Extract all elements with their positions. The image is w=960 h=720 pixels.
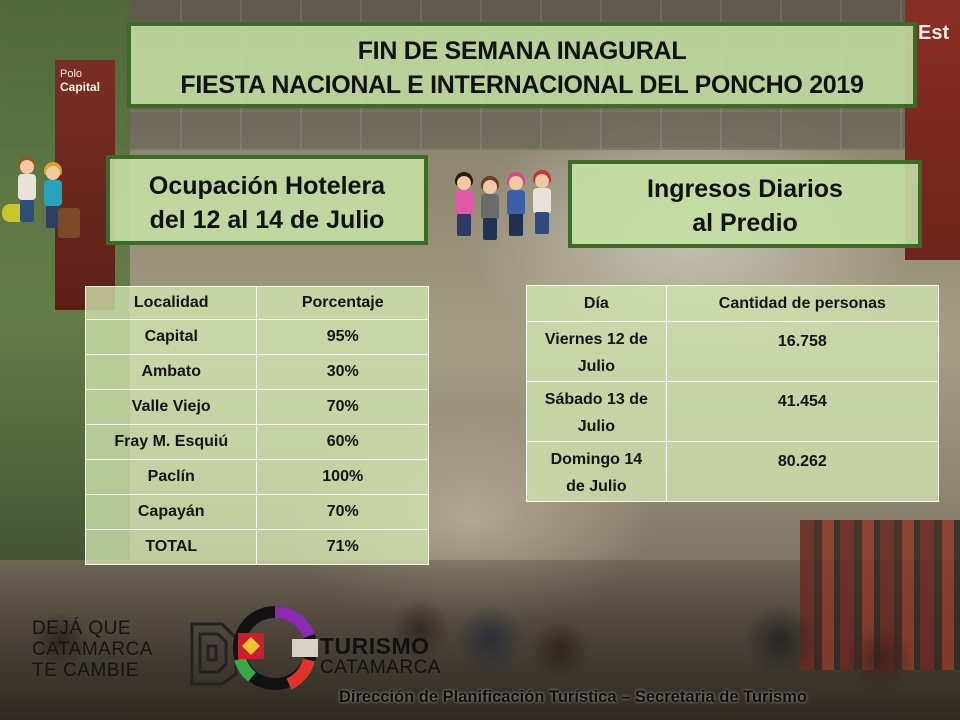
title-line-2: FIESTA NACIONAL E INTERNACIONAL DEL PONC… (180, 71, 864, 99)
turismo-catamarca-logo: TURISMO CATAMARCA (232, 605, 472, 695)
cell-porcentaje: 60% (256, 424, 429, 460)
cell-porcentaje: 30% (256, 354, 429, 390)
hotel-header-line-1: Ocupación Hotelera (148, 172, 386, 200)
deja-que-catamarca-logo: DEJÁ QUE CATAMARCA TE CAMBIE (32, 618, 238, 698)
cell-localidad: Valle Viejo (84, 389, 258, 425)
table-row: Capayán 70% (84, 494, 429, 530)
deja-logo-line-2: CATAMARCA (32, 639, 153, 660)
cell-dia: Domingo 14 de Julio (526, 441, 667, 502)
cell-localidad: TOTAL (84, 529, 258, 565)
friends-illustration (453, 168, 563, 248)
income-header-line-1: Ingresos Diarios (647, 175, 843, 203)
table-row-total: TOTAL 71% (84, 529, 429, 565)
column-header-porcentaje: Porcentaje (256, 286, 429, 320)
background-sign-right: Est (918, 22, 950, 44)
hotel-occupancy-header: Ocupación Hotelera del 12 al 14 de Julio (106, 155, 428, 245)
background-red-panel-left (55, 60, 115, 310)
travellers-illustration (0, 150, 100, 250)
table-row: Paclín 100% (84, 459, 429, 495)
turismo-logo-sub: CATAMARCA (320, 657, 441, 678)
table-header-row: Localidad Porcentaje (84, 286, 429, 320)
income-header-line-2: al Predio (692, 209, 798, 237)
luggage-icon (58, 208, 80, 238)
cell-dia-line-1: Sábado 13 de (544, 391, 648, 408)
column-header-cantidad: Cantidad de personas (665, 285, 940, 322)
deja-logo-line-1: DEJÁ QUE (32, 618, 132, 639)
table-row: Ambato 30% (84, 354, 429, 390)
footer-credit: Dirección de Planificación Turística – S… (339, 688, 807, 706)
cell-dia: Sábado 13 de Julio (526, 381, 667, 442)
table-header-row: Día Cantidad de personas (526, 285, 940, 322)
cell-localidad: Capayán (84, 494, 258, 530)
cell-porcentaje: 95% (256, 319, 429, 355)
deja-logo-line-3: TE CAMBIE (32, 660, 139, 681)
table-row: Fray M. Esquiú 60% (84, 424, 429, 460)
title-line-1: FIN DE SEMANA INAGURAL (357, 37, 687, 65)
cell-cantidad: 16.758 (665, 321, 940, 382)
cell-dia-line-1: Viernes 12 de (544, 331, 648, 348)
cell-porcentaje: 71% (256, 529, 429, 565)
daily-income-header: Ingresos Diarios al Predio (568, 160, 922, 248)
hotel-header-line-2: del 12 al 14 de Julio (149, 206, 385, 234)
cell-porcentaje: 70% (256, 389, 429, 425)
background-sign-small: Polo (60, 68, 83, 80)
cell-cantidad: 80.262 (665, 441, 940, 502)
table-row: Domingo 14 de Julio 80.262 (526, 441, 940, 502)
table-row: Sábado 13 de Julio 41.454 (526, 381, 940, 442)
background-sign-big: Capital (60, 80, 101, 94)
title-banner: FIN DE SEMANA INAGURAL FIESTA NACIONAL E… (127, 22, 917, 108)
deja-logo-text: DEJÁ QUE CATAMARCA TE CAMBIE (32, 618, 192, 681)
column-header-localidad: Localidad (84, 286, 258, 320)
column-header-dia: Día (526, 285, 667, 322)
cell-porcentaje: 70% (256, 494, 429, 530)
cell-dia-line-2: de Julio (566, 478, 627, 495)
cell-porcentaje: 100% (256, 459, 429, 495)
cell-localidad: Capital (84, 319, 258, 355)
table-row: Viernes 12 de Julio 16.758 (526, 321, 940, 382)
cell-localidad: Fray M. Esquiú (84, 424, 258, 460)
cell-localidad: Paclín (84, 459, 258, 495)
turismo-logo-mark-icon (233, 605, 318, 690)
cell-dia: Viernes 12 de Julio (526, 321, 667, 382)
daily-income-table: Día Cantidad de personas Viernes 12 de J… (526, 285, 940, 502)
cell-dia-line-2: Julio (577, 418, 616, 435)
background-sign-capital: Polo Capital (52, 62, 114, 112)
cell-localidad: Ambato (84, 354, 258, 390)
background-crowd (0, 600, 960, 720)
cell-dia-line-2: Julio (577, 358, 616, 375)
cell-cantidad: 41.454 (665, 381, 940, 442)
table-row: Valle Viejo 70% (84, 389, 429, 425)
turismo-logo-name: TURISMO (320, 633, 430, 659)
deja-logo-pattern-icon (190, 622, 238, 686)
table-row: Capital 95% (84, 319, 429, 355)
hotel-occupancy-table: Localidad Porcentaje Capital 95% Ambato … (84, 286, 429, 565)
cell-dia-line-1: Domingo 14 (550, 451, 643, 468)
